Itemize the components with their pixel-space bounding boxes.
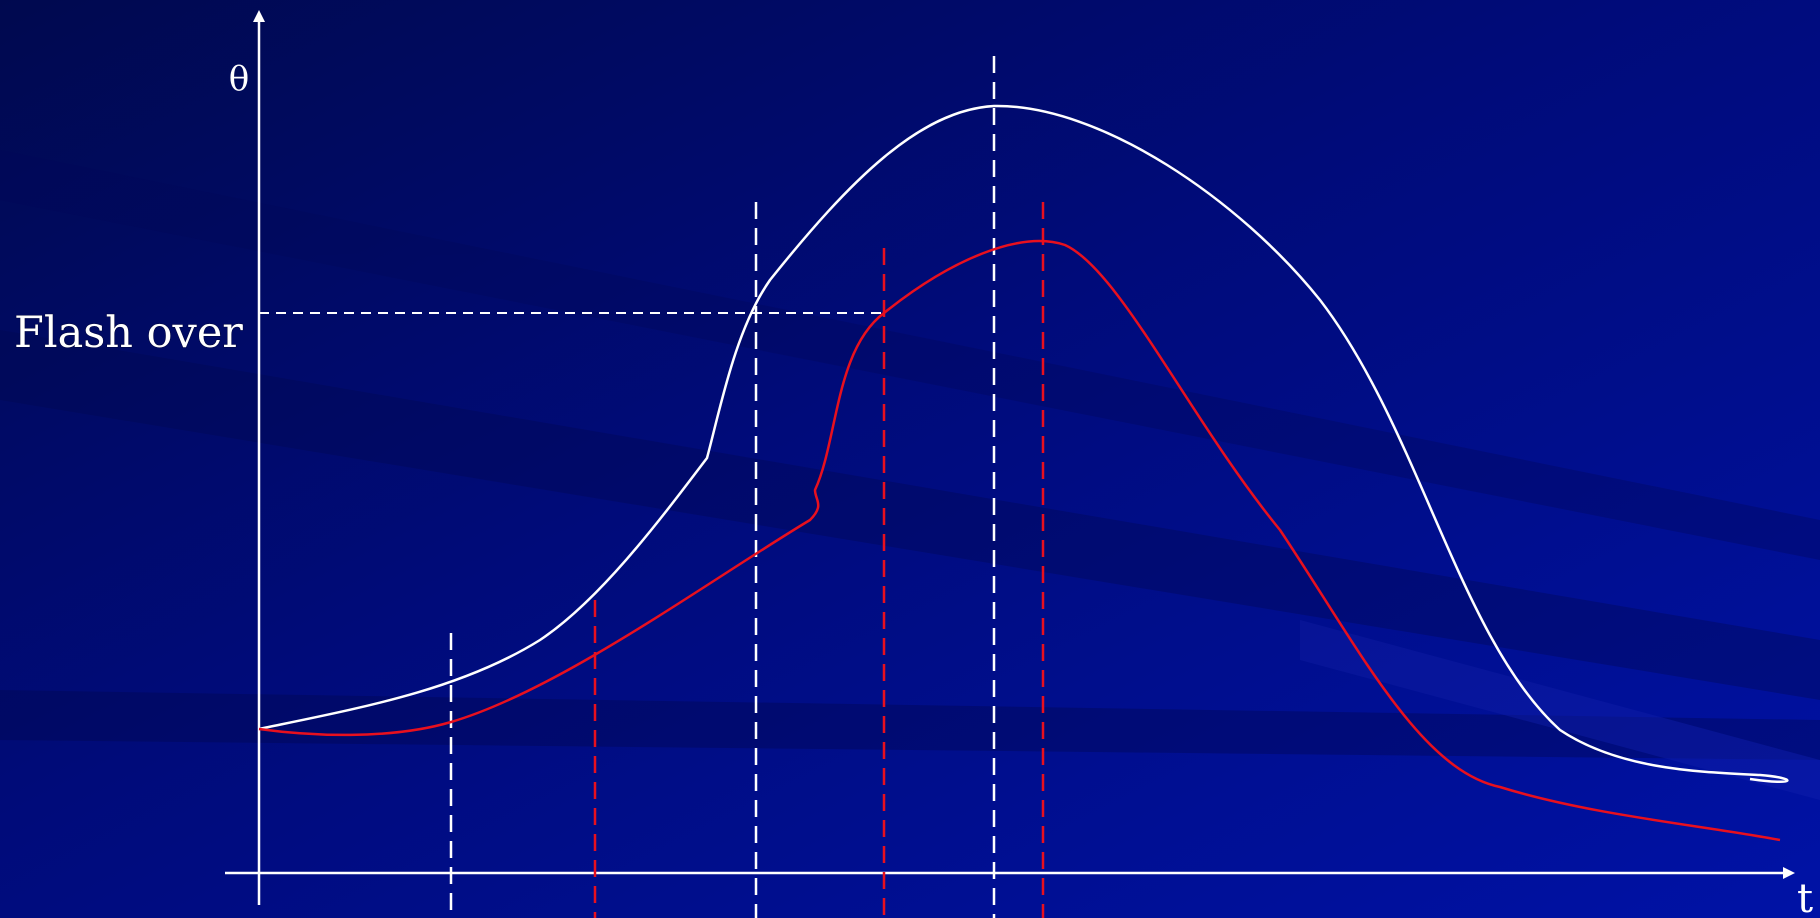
- x-axis-arrow: [1783, 867, 1795, 879]
- background-streaks: [0, 150, 1820, 800]
- red-temperature-curve: [258, 239, 1781, 842]
- axes: [225, 10, 1795, 905]
- white-temperature-curve: [258, 104, 1789, 784]
- white-phase-markers: [449, 56, 996, 918]
- flashover-label: Flash over: [14, 308, 243, 358]
- y-axis-arrow: [253, 10, 265, 22]
- red-phase-markers: [593, 202, 1045, 918]
- y-axis-label: θ: [229, 59, 249, 99]
- x-axis-label: t: [1797, 876, 1813, 918]
